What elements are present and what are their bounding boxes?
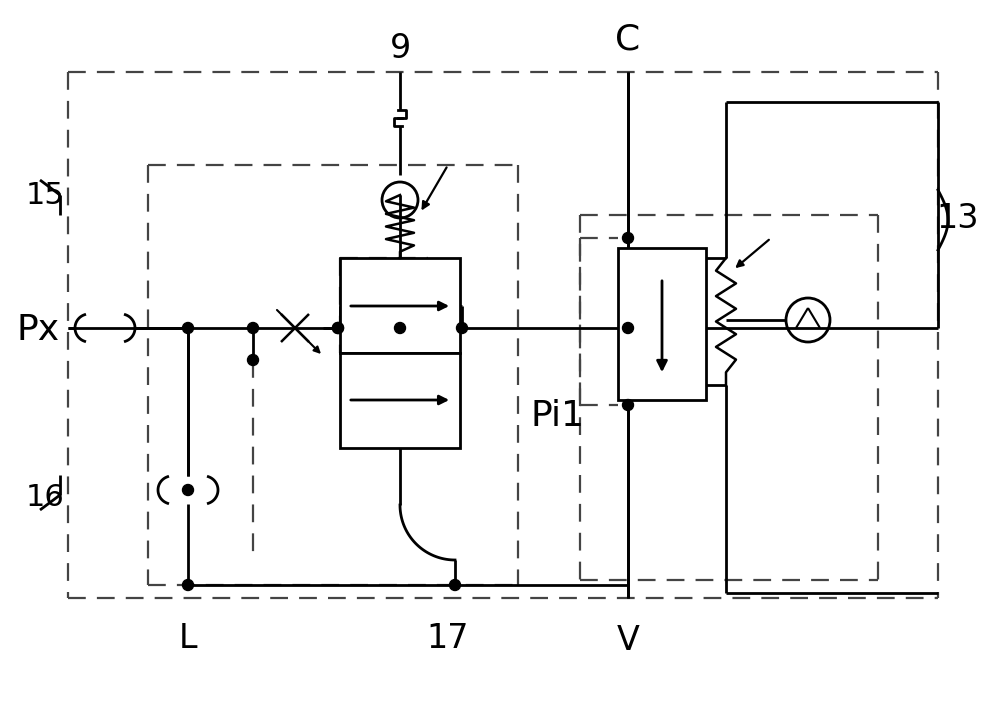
- Circle shape: [332, 323, 344, 333]
- Circle shape: [182, 484, 194, 496]
- Text: 17: 17: [427, 621, 469, 654]
- Text: Px: Px: [16, 313, 60, 347]
- Circle shape: [622, 233, 634, 243]
- Circle shape: [248, 323, 258, 333]
- Circle shape: [622, 323, 634, 333]
- Circle shape: [394, 323, 406, 333]
- Text: V: V: [617, 624, 639, 657]
- Text: L: L: [179, 621, 197, 654]
- Bar: [340, 258, 460, 353]
- Circle shape: [248, 354, 258, 366]
- Circle shape: [182, 323, 194, 333]
- Circle shape: [456, 323, 468, 333]
- Circle shape: [182, 579, 194, 591]
- Text: C: C: [615, 23, 641, 57]
- Text: 16: 16: [26, 484, 64, 512]
- Circle shape: [622, 399, 634, 411]
- Text: 9: 9: [389, 32, 411, 65]
- Circle shape: [450, 579, 460, 591]
- Bar: [618, 248, 706, 400]
- Text: 15: 15: [26, 181, 64, 210]
- Text: 13: 13: [937, 202, 979, 235]
- Circle shape: [332, 323, 344, 333]
- Bar: [340, 353, 460, 448]
- Text: Pi1: Pi1: [531, 399, 585, 433]
